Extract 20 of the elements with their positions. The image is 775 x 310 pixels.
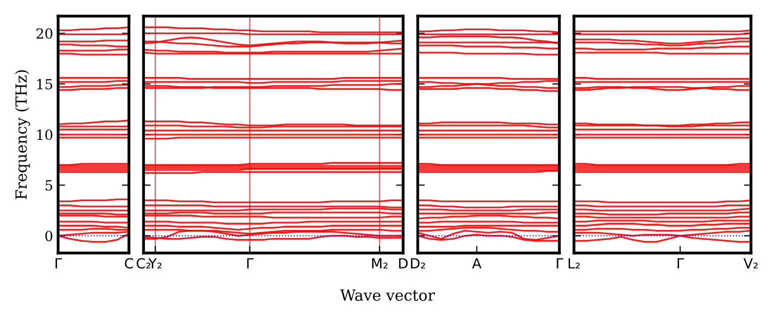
x-tick-label: V₂ bbox=[744, 258, 758, 268]
y-tick-label: 5 bbox=[46, 180, 52, 191]
x-tick-label: L₂ bbox=[568, 258, 580, 268]
x-tick-label: Γ bbox=[556, 258, 564, 268]
y-tick-label: 0 bbox=[45, 230, 52, 242]
x-tick-label: D bbox=[399, 258, 408, 268]
x-tick-label: D₂ bbox=[410, 258, 426, 268]
x-tick-label: C₂ bbox=[136, 258, 150, 269]
y-tick-label: 20 bbox=[36, 28, 52, 39]
x-tick-label: Γ bbox=[247, 258, 254, 268]
y-tick-label: 15 bbox=[37, 78, 52, 90]
x-axis-title: Wave vector bbox=[340, 289, 435, 301]
x-tick-label: C bbox=[124, 258, 134, 269]
x-tick-label: Γ bbox=[678, 258, 684, 268]
x-tick-label: Y₂ bbox=[148, 258, 162, 268]
x-tick-label: Γ bbox=[56, 258, 62, 268]
y-axis-title: Frequency (THz) bbox=[15, 70, 30, 200]
x-tick-label: A bbox=[472, 258, 482, 268]
x-tick-label: M₂ bbox=[372, 258, 388, 268]
y-tick-label: 10 bbox=[37, 130, 52, 140]
